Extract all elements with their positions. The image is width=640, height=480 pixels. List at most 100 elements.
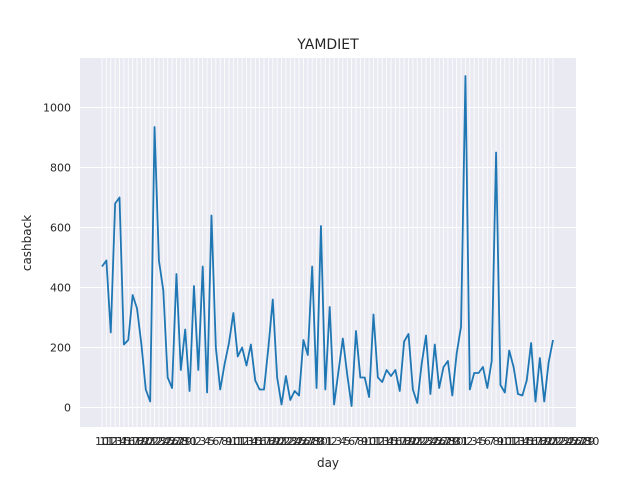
- x-tick-label: 25: [428, 435, 442, 448]
- x-tick-label: 27: [572, 435, 586, 448]
- x-tick-label: 31: [318, 435, 332, 448]
- x-tick-label: 20: [270, 435, 284, 448]
- x-tick-label: 13: [375, 435, 389, 448]
- x-tick-label: 21: [275, 435, 289, 448]
- y-tick-label: 0: [64, 402, 71, 415]
- y-tick-labels: 0 200 400 600 800 1000: [43, 102, 71, 415]
- x-tick-label: 1: [190, 435, 197, 448]
- x-tick-label: 21: [546, 435, 560, 448]
- x-tick-label: 9: [497, 435, 504, 448]
- x-tick-label: 10: [226, 435, 240, 448]
- x-tick-label: 8: [493, 435, 500, 448]
- x-tick-label: 5: [344, 435, 351, 448]
- x-tick-label: 30: [183, 435, 197, 448]
- x-tick-label: 12: [371, 435, 385, 448]
- x-tick-label: 2: [195, 435, 202, 448]
- x-tick-label: 11: [366, 435, 380, 448]
- x-tick-label: 30: [450, 435, 464, 448]
- x-tick-label: 16: [524, 435, 538, 448]
- x-tick-label: 17: [257, 435, 271, 448]
- x-tick-label: 6: [212, 435, 219, 448]
- x-tick-label: 21: [410, 435, 424, 448]
- y-tick-label: 600: [50, 222, 71, 235]
- x-tick-label: 15: [117, 435, 131, 448]
- x-tick-label: 10: [498, 435, 512, 448]
- x-tick-label: 14: [515, 435, 529, 448]
- x-tick-label: 4: [204, 435, 211, 448]
- x-tick-label: 7: [352, 435, 359, 448]
- y-axis-label: cashback: [20, 215, 34, 271]
- x-tick-label: 12: [235, 435, 249, 448]
- x-tick-label: 30: [585, 435, 599, 448]
- x-tick-labels: 1011121314151617181920212223242526272829…: [95, 435, 599, 448]
- x-tick-label: 8: [357, 435, 364, 448]
- x-tick-label: 18: [397, 435, 411, 448]
- x-tick-label: 29: [178, 435, 192, 448]
- x-tick-label: 13: [239, 435, 253, 448]
- x-tick-label: 29: [310, 435, 324, 448]
- x-tick-label: 27: [169, 435, 183, 448]
- x-tick-label: 25: [564, 435, 578, 448]
- x-tick-label: 10: [95, 435, 109, 448]
- x-tick-label: 22: [550, 435, 564, 448]
- x-tick-label: 20: [406, 435, 420, 448]
- x-tick-label: 11: [502, 435, 516, 448]
- x-tick-label: 23: [152, 435, 166, 448]
- x-tick-label: 24: [559, 435, 573, 448]
- x-tick-label: 11: [231, 435, 245, 448]
- x-tick-label: 27: [437, 435, 451, 448]
- x-tick-label: 9: [225, 435, 232, 448]
- x-tick-label: 15: [520, 435, 534, 448]
- x-tick-label: 19: [537, 435, 551, 448]
- x-tick-label: 19: [134, 435, 148, 448]
- x-tick-label: 17: [393, 435, 407, 448]
- gridlines: [80, 58, 576, 427]
- x-tick-label: 15: [248, 435, 262, 448]
- x-tick-label: 14: [244, 435, 258, 448]
- x-tick-label: 27: [301, 435, 315, 448]
- series-line: [101, 75, 554, 407]
- x-tick-label: 16: [253, 435, 267, 448]
- x-tick-label: 22: [148, 435, 162, 448]
- x-tick-label: 3: [335, 435, 342, 448]
- x-tick-label: 12: [104, 435, 118, 448]
- x-tick-label: 16: [388, 435, 402, 448]
- x-tick-label: 18: [261, 435, 275, 448]
- x-tick-label: 5: [479, 435, 486, 448]
- x-tick-label: 30: [314, 435, 328, 448]
- x-tick-label: 24: [423, 435, 437, 448]
- x-tick-label: 22: [415, 435, 429, 448]
- x-tick-label: 29: [581, 435, 595, 448]
- x-tick-label: 13: [511, 435, 525, 448]
- x-tick-label: 1: [462, 435, 469, 448]
- y-tick-label: 400: [50, 282, 71, 295]
- x-tick-label: 6: [348, 435, 355, 448]
- x-tick-label: 15: [384, 435, 398, 448]
- x-tick-label: 16: [121, 435, 135, 448]
- x-tick-label: 31: [454, 435, 468, 448]
- x-tick-label: 29: [445, 435, 459, 448]
- y-tick-label: 200: [50, 342, 71, 355]
- x-tick-label: 2: [331, 435, 338, 448]
- x-tick-label: 4: [475, 435, 482, 448]
- y-tick-label: 1000: [43, 102, 71, 115]
- chart-title: YAMDIET: [296, 37, 359, 53]
- x-tick-label: 18: [533, 435, 547, 448]
- x-tick-label: 26: [165, 435, 179, 448]
- x-tick-label: 21: [143, 435, 157, 448]
- x-tick-label: 9: [361, 435, 368, 448]
- x-tick-label: 5: [208, 435, 215, 448]
- x-tick-label: 24: [156, 435, 170, 448]
- x-tick-label: 28: [441, 435, 455, 448]
- x-tick-label: 19: [266, 435, 280, 448]
- x-tick-label: 17: [528, 435, 542, 448]
- x-tick-label: 26: [432, 435, 446, 448]
- x-tick-label: 7: [488, 435, 495, 448]
- x-tick-label: 24: [288, 435, 302, 448]
- x-tick-label: 25: [161, 435, 175, 448]
- x-tick-label: 20: [542, 435, 556, 448]
- x-tick-label: 8: [221, 435, 228, 448]
- x-tick-label: 3: [199, 435, 206, 448]
- x-tick-label: 28: [174, 435, 188, 448]
